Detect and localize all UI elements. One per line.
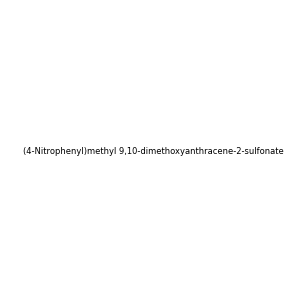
Text: (4-Nitrophenyl)methyl 9,10-dimethoxyanthracene-2-sulfonate: (4-Nitrophenyl)methyl 9,10-dimethoxyanth… bbox=[23, 147, 284, 156]
